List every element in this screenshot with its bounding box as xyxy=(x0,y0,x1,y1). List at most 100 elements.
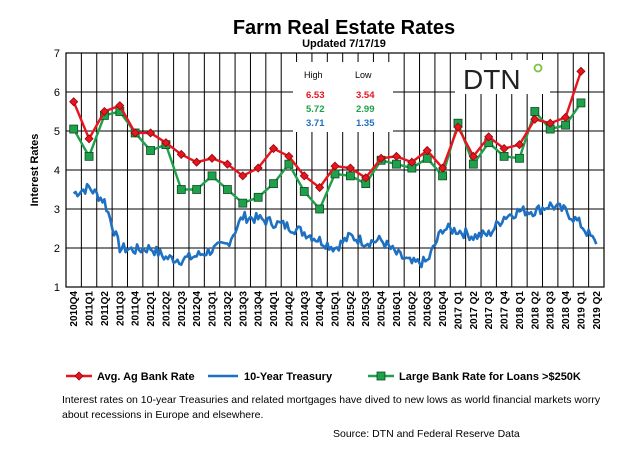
ag-bank-rate-point xyxy=(253,163,263,173)
ag-bank-rate-point xyxy=(345,163,355,173)
legend-diamond-marker xyxy=(74,371,84,381)
ag-bank-rate-point xyxy=(545,118,555,128)
ag-bank-low: 3.54 xyxy=(356,90,375,101)
x-tick-label: 2015Q1 xyxy=(331,291,342,327)
axes: 1 2 3 4 5 6 7 2010Q4 2011Q1 2011Q2 2011Q3 2011Q4 201… xyxy=(54,48,605,330)
x-tick-label: 2014Q4 xyxy=(315,291,326,327)
x-tick-label: 2014Q3 xyxy=(300,291,311,327)
ag-bank-rate-point xyxy=(130,128,140,138)
large-bank-rate-point xyxy=(69,124,79,134)
large-bank-rate-point xyxy=(146,146,155,155)
large-bank-rate-point xyxy=(192,185,202,194)
large-bank-rate-point xyxy=(299,187,309,196)
x-tick-label: 2012Q1 xyxy=(146,291,157,327)
treasury-low: 1.35 xyxy=(356,118,375,129)
high-header: High xyxy=(304,70,323,80)
legend-label: Large Bank Rate for Loans >$250K xyxy=(399,371,581,383)
large-bank-high: 5.72 xyxy=(306,104,325,115)
ag-bank-rate-point xyxy=(315,182,325,193)
large-bank-rate-point xyxy=(530,107,540,116)
large-bank-low: 2.99 xyxy=(356,104,375,115)
ag-bank-rate-point xyxy=(222,159,232,169)
x-tick-label: 2019 Q2 xyxy=(592,291,603,330)
ag-bank-rate-point xyxy=(484,132,494,142)
ag-bank-rate-point xyxy=(161,138,171,148)
x-tick-label: 2015Q4 xyxy=(377,291,388,327)
large-bank-rate-point xyxy=(499,151,509,161)
caption: Interest rates on 10-year Treasuries and… xyxy=(62,394,601,421)
ag-bank-rate-point xyxy=(376,153,386,163)
ag-bank-rate-point xyxy=(468,151,478,161)
x-tick-label: 2017 Q3 xyxy=(484,291,495,330)
large-bank-rate-point xyxy=(207,171,217,181)
large-bank-rate-point xyxy=(253,192,263,202)
series xyxy=(69,66,598,269)
x-tick-label: 2016Q1 xyxy=(392,291,403,327)
large-bank-rate-point xyxy=(515,153,524,163)
x-tick-label: 2018 Q3 xyxy=(546,291,557,330)
high-low-table: High Low 6.53 3.54 5.72 2.99 3.71 1.35 xyxy=(293,62,393,132)
x-tick-label: 2017 Q2 xyxy=(469,291,480,330)
x-tick-label: 2014Q1 xyxy=(269,291,280,327)
x-tick-label: 2011Q4 xyxy=(131,291,142,326)
ag-bank-rate-point xyxy=(238,171,248,181)
ag-bank-rate-point xyxy=(99,106,109,117)
large-bank-rate-point xyxy=(576,98,586,108)
x-tick-label: 2013Q1 xyxy=(208,291,219,327)
large-bank-rate-line xyxy=(72,102,582,211)
y-axis-title: Interest Rates xyxy=(29,134,41,207)
ag-bank-rate-point xyxy=(176,149,186,159)
x-tick-label: 2012Q2 xyxy=(161,291,172,327)
x-tick-label: 2017 Q1 xyxy=(453,291,464,330)
y-tick-label: 4 xyxy=(54,165,60,177)
ag-bank-rate-point xyxy=(299,171,309,181)
treasury-high: 3.71 xyxy=(306,118,325,129)
ag-bank-rate-point xyxy=(284,151,294,161)
ag-bank-rate-point xyxy=(207,153,217,163)
ag-bank-rate-point xyxy=(84,134,94,144)
plot-border xyxy=(65,52,605,288)
large-bank-rate-point xyxy=(84,151,94,161)
source-note: Source: DTN and Federal Reserve Data xyxy=(333,428,520,440)
x-tick-label: 2011Q3 xyxy=(115,291,126,326)
chart-subtitle: Updated 7/17/19 xyxy=(302,38,386,50)
legend-label: Avg. Ag Bank Rate xyxy=(97,371,195,383)
grid xyxy=(65,52,605,288)
ag-bank-rate-point xyxy=(438,163,448,173)
legend-square-marker xyxy=(376,371,386,381)
x-tick-label: 2013Q2 xyxy=(223,291,234,327)
ag-bank-rate-point xyxy=(499,143,509,154)
legend: Avg. Ag Bank Rate 10-Year Treasury Large B… xyxy=(66,371,581,383)
large-bank-rate-point xyxy=(438,171,448,181)
large-bank-rate-point xyxy=(238,198,248,208)
dtn-logo-dot-icon xyxy=(533,63,543,73)
high-low-box xyxy=(293,62,393,132)
dtn-logo: DTN xyxy=(455,60,550,95)
ag-bank-rate-point xyxy=(330,161,340,171)
ag-bank-high: 6.53 xyxy=(306,90,325,101)
x-tick-label: 2017 Q4 xyxy=(500,291,511,330)
ag-bank-rate-point xyxy=(361,173,371,183)
low-header: Low xyxy=(355,70,372,80)
large-bank-rate-point xyxy=(392,159,401,169)
ag-bank-rate-point xyxy=(561,112,571,122)
treasury-line xyxy=(72,182,598,269)
ag-bank-rate-point xyxy=(422,145,432,156)
ag-bank-rate-point xyxy=(145,128,156,138)
x-tick-label: 2019 Q1 xyxy=(576,291,587,330)
x-tick-label: 2018 Q4 xyxy=(561,291,572,330)
legend-label: 10-Year Treasury xyxy=(244,371,333,383)
y-tick-label: 6 xyxy=(54,87,60,99)
ag-bank-rate-point xyxy=(268,143,279,154)
dtn-logo-bg xyxy=(455,60,550,94)
x-tick-label: 2018 Q1 xyxy=(515,291,526,330)
x-tick-label: 2016Q3 xyxy=(423,291,434,327)
x-tick-label: 2016Q4 xyxy=(438,291,449,327)
x-tick-label: 2012Q4 xyxy=(192,291,203,327)
x-tick-label: 2010Q4 xyxy=(69,291,80,327)
ag-bank-rate-point xyxy=(453,122,463,132)
ag-bank-rate-line xyxy=(72,70,583,189)
large-bank-rate-point xyxy=(176,185,186,194)
ag-bank-rate-point xyxy=(514,140,525,150)
